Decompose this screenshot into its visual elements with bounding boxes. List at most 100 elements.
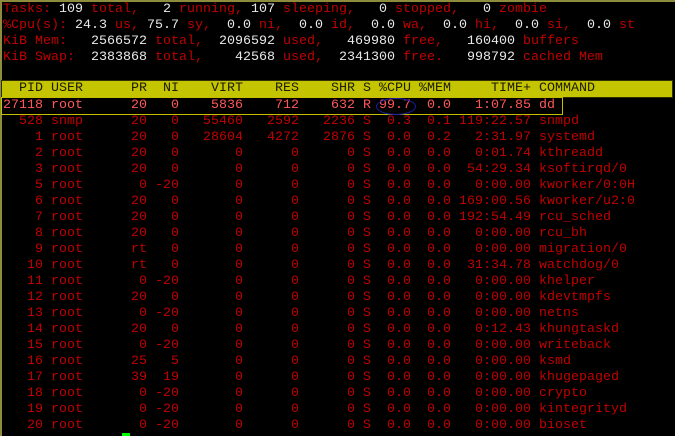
process-row[interactable]: 5 root 0 -20 0 0 0 S 0.0 0.0 0:00.00 kworker/0:0H xyxy=(3,178,635,194)
cell-time: 0:00.00 xyxy=(475,226,531,241)
cell-virt: 0 xyxy=(235,322,243,337)
process-row[interactable]: 7 root 20 0 0 0 0 S 0.0 0.0 192:54.49 rcu_sched xyxy=(3,210,635,226)
cell-virt: 0 xyxy=(235,242,243,257)
process-row[interactable]: 2 root 20 0 0 0 0 S 0.0 0.0 0:01.74 kthreadd xyxy=(3,146,635,162)
cell-time: 0:00.00 xyxy=(475,354,531,369)
cell-ni: 0 xyxy=(171,210,179,225)
mem-free: 469980 xyxy=(346,34,395,49)
process-row[interactable]: 15 root 0 -20 0 0 0 S 0.0 0.0 0:00.00 writeback xyxy=(3,338,635,354)
cell-pid: 27118 xyxy=(3,98,43,113)
cell-time: 31:34.78 xyxy=(467,258,531,273)
cell-shr: 0 xyxy=(347,210,355,225)
mem-total: 2566572 xyxy=(91,34,147,49)
cell-shr: 0 xyxy=(347,194,355,209)
process-row[interactable]: 528 snmp 20 0 55460 2592 2236 S 0.3 0.1 119:22.57 s… xyxy=(3,114,635,130)
cell-user: root xyxy=(51,418,83,433)
cell-virt: 55460 xyxy=(203,114,243,129)
process-row[interactable]: 17 root 39 19 0 0 0 S 0.0 0.0 0:00.00 khugepaged xyxy=(3,370,635,386)
process-row[interactable]: 9 root rt 0 0 0 0 S 0.0 0.0 0:00.00 migration/0 xyxy=(3,242,635,258)
cell-time: 0:12.43 xyxy=(475,322,531,337)
cell-res: 0 xyxy=(291,370,299,385)
process-row[interactable]: 19 root 0 -20 0 0 0 S 0.0 0.0 0:00.00 kintegrityd xyxy=(3,402,635,418)
cell-pr: 0 xyxy=(139,386,147,401)
cell-res: 0 xyxy=(291,322,299,337)
cell-command: ksmd xyxy=(539,354,571,369)
label: total, xyxy=(147,34,219,49)
cell-shr: 2236 xyxy=(323,114,355,129)
cell-cpu: 0.0 xyxy=(387,162,411,177)
cell-virt: 0 xyxy=(235,290,243,305)
cell-ni: 0 xyxy=(171,258,179,273)
cell-cpu: 0.0 xyxy=(387,338,411,353)
label: zombie xyxy=(498,2,547,17)
process-row[interactable]: 3 root 20 0 0 0 0 S 0.0 0.0 54:29.34 ksoftirqd/0 xyxy=(3,162,635,178)
process-row[interactable]: 13 root 0 -20 0 0 0 S 0.0 0.0 0:00.00 netns xyxy=(3,306,635,322)
process-row[interactable]: 27118 root 20 0 5836 712 632 R 99.7 0.0 1:07.85 dd xyxy=(3,98,635,114)
cell-command: migration/0 xyxy=(539,242,627,257)
process-row[interactable]: 14 root 20 0 0 0 0 S 0.0 0.0 0:12.43 khungtaskd xyxy=(3,322,635,338)
cell-time: 0:00.00 xyxy=(475,242,531,257)
cell-mem: 0.0 xyxy=(427,226,451,241)
cell-ni: -20 xyxy=(155,386,179,401)
cell-state: S xyxy=(363,418,371,433)
cell-virt: 0 xyxy=(235,274,243,289)
cell-user: snmp xyxy=(51,114,83,129)
header-row: PID USER PR NI VIRT RES SHR S %CPU %MEM TIME+ COMMA… xyxy=(3,81,672,97)
tasks-label: Tasks: xyxy=(3,2,51,17)
cell-cpu: 0.0 xyxy=(387,146,411,161)
cell-cpu: 0.0 xyxy=(387,274,411,289)
process-row[interactable]: 18 root 0 -20 0 0 0 S 0.0 0.0 0:00.00 crypto xyxy=(3,386,635,402)
cell-res: 0 xyxy=(291,274,299,289)
cell-res: 0 xyxy=(291,242,299,257)
column-header-cpu: %CPU xyxy=(379,81,411,96)
tasks-zombie: 0 xyxy=(482,2,491,17)
cell-user: root xyxy=(51,226,83,241)
cell-time: 169:00.56 xyxy=(459,194,531,209)
cell-time: 0:01.74 xyxy=(475,146,531,161)
cell-res: 0 xyxy=(291,226,299,241)
cell-res: 0 xyxy=(291,386,299,401)
label: sleeping, xyxy=(283,2,355,17)
process-row[interactable]: 1 root 20 0 28604 4272 2876 S 0.0 0.2 2:31.97 syste… xyxy=(3,130,635,146)
process-row[interactable]: 6 root 20 0 0 0 0 S 0.0 0.0 169:00.56 kworker/u2:0 xyxy=(3,194,635,210)
cell-time: 0:00.00 xyxy=(475,306,531,321)
cell-pid: 6 xyxy=(35,194,43,209)
cell-shr: 0 xyxy=(347,290,355,305)
cell-command: kworker/0:0H xyxy=(539,178,635,193)
process-row[interactable]: 8 root 20 0 0 0 0 S 0.0 0.0 0:00.00 rcu_bh xyxy=(3,226,635,242)
cell-pr: 0 xyxy=(139,418,147,433)
cell-user: root xyxy=(51,354,83,369)
cell-time: 119:22.57 xyxy=(459,114,531,129)
cell-shr: 0 xyxy=(347,162,355,177)
process-row[interactable]: 16 root 25 5 0 0 0 S 0.0 0.0 0:00.00 ksmd xyxy=(3,354,635,370)
cell-command: kintegrityd xyxy=(539,402,627,417)
label: wa, xyxy=(395,18,443,33)
cell-state: S xyxy=(363,114,371,129)
cell-time: 0:00.00 xyxy=(475,370,531,385)
cell-pr: 20 xyxy=(131,194,147,209)
label: buffers xyxy=(514,34,579,49)
process-table-header: PID USER PR NI VIRT RES SHR S %CPU %MEM TIME+ COMMA… xyxy=(1,80,673,98)
cell-time: 192:54.49 xyxy=(459,210,531,225)
cell-cpu: 0.3 xyxy=(387,114,411,129)
process-row[interactable]: 11 root 0 -20 0 0 0 S 0.0 0.0 0:00.00 khelper xyxy=(3,274,635,290)
tasks-running: 2 xyxy=(163,2,171,17)
cell-command: systemd xyxy=(539,130,595,145)
cell-mem: 0.0 xyxy=(427,290,451,305)
column-header-pr: PR xyxy=(131,81,147,96)
cell-ni: -20 xyxy=(155,402,179,417)
cell-user: root xyxy=(51,242,83,257)
cell-pid: 11 xyxy=(27,274,43,289)
cell-ni: 0 xyxy=(171,322,179,337)
process-row[interactable]: 20 root 0 -20 0 0 0 S 0.0 0.0 0:00.00 bioset xyxy=(3,418,635,434)
mem-buffers: 160400 xyxy=(466,34,515,49)
cell-command: snmpd xyxy=(539,114,579,129)
cell-pr: 0 xyxy=(139,338,147,353)
process-row[interactable]: 12 root 20 0 0 0 0 S 0.0 0.0 0:00.00 kdevtmpfs xyxy=(3,290,635,306)
cell-res: 4272 xyxy=(267,130,299,145)
cell-state: S xyxy=(363,242,371,257)
swap-cached: 998792 xyxy=(466,50,515,65)
cell-mem: 0.0 xyxy=(427,162,451,177)
cell-pid: 17 xyxy=(27,370,43,385)
process-row[interactable]: 10 root rt 0 0 0 0 S 0.0 0.0 31:34.78 watchdog/0 xyxy=(3,258,635,274)
